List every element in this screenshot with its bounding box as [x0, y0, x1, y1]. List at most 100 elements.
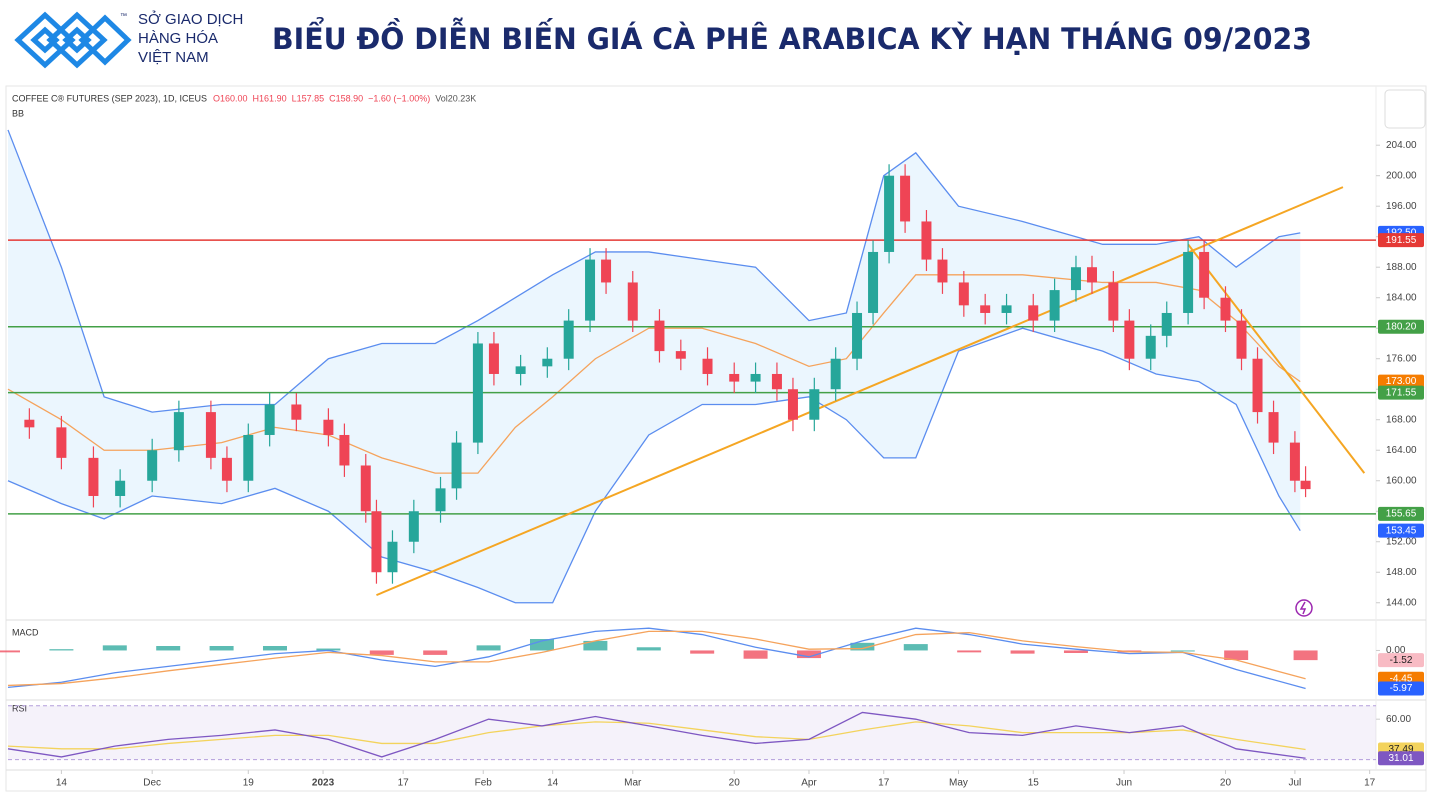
candle-body	[958, 282, 969, 306]
ohlc-info: O160.00	[213, 93, 248, 103]
y-tick-label: 148.00	[1386, 567, 1417, 578]
candle-body	[787, 389, 798, 420]
price-tag-label: 191.55	[1386, 235, 1417, 246]
x-tick-label: 2023	[312, 778, 335, 789]
rsi-tick-label: 60.00	[1386, 714, 1411, 725]
y-tick-label: 176.00	[1386, 353, 1417, 364]
candle-body	[1124, 320, 1135, 359]
macd-histogram-bar	[690, 650, 715, 654]
macd-histogram-bar	[1170, 650, 1195, 652]
candle-body	[627, 282, 638, 321]
candle-body	[264, 404, 275, 435]
macd-histogram-bar	[903, 644, 928, 651]
price-tag-label: 180.20	[1386, 321, 1417, 332]
candle-body	[173, 412, 184, 451]
candle-body	[360, 465, 371, 512]
candle-body	[729, 373, 740, 382]
macd-histogram-bar	[1293, 650, 1318, 661]
y-tick-label: 144.00	[1386, 597, 1417, 608]
candle-body	[900, 175, 911, 222]
bollinger-upper	[7, 129, 1301, 413]
page-title: BIỂU ĐỒ DIỄN BIẾN GIÁ CÀ PHÊ ARABICA KỲ …	[272, 17, 1312, 56]
candle-body	[1289, 442, 1300, 481]
candle-body	[1001, 305, 1012, 313]
price-tag-label: 155.65	[1386, 509, 1417, 520]
candle-body	[205, 412, 216, 458]
candle-body	[115, 480, 126, 496]
logo-text: SỞ GIAO DỊCH	[138, 10, 243, 28]
price-tag	[1378, 653, 1424, 668]
candle-body	[243, 434, 254, 481]
macd-histogram-bar	[636, 647, 661, 651]
candle-body	[675, 351, 686, 359]
candle-body	[1086, 267, 1097, 283]
price-tag-label: -4.45	[1390, 673, 1413, 684]
rsi-band	[8, 705, 1376, 760]
candle-body	[1070, 267, 1081, 291]
x-tick-label: 20	[1220, 778, 1232, 789]
x-tick-label: Apr	[801, 778, 817, 789]
candle-body	[323, 419, 334, 435]
x-tick-label: Mar	[624, 778, 642, 789]
candle-body	[852, 312, 863, 359]
y-tick-label: 184.00	[1386, 292, 1417, 303]
y-tick-label: 204.00	[1386, 140, 1417, 151]
rsi-line	[7, 711, 1306, 759]
price-tag	[1378, 751, 1424, 766]
candle-body	[1145, 335, 1156, 359]
candle-body	[1252, 358, 1263, 413]
price-tag	[1378, 385, 1424, 400]
settings-button[interactable]	[1384, 89, 1426, 129]
y-tick-label: 152.00	[1386, 536, 1417, 547]
candle-body	[542, 358, 553, 367]
price-tag	[1378, 233, 1424, 248]
candle-body	[515, 366, 526, 374]
candle-body	[702, 358, 713, 374]
macd-histogram-bar	[369, 650, 394, 655]
indicator-label: BB	[12, 108, 24, 118]
y-tick-label: 164.00	[1386, 445, 1417, 456]
y-tick-label: 200.00	[1386, 170, 1417, 181]
alert-icon-bolt	[1299, 601, 1307, 615]
x-tick-label: 17	[398, 778, 410, 789]
logo-text: HÀNG HÓA	[138, 30, 218, 47]
macd-histogram-bar	[49, 649, 74, 651]
candle-body	[451, 442, 462, 489]
alert-icon[interactable]	[1295, 599, 1313, 617]
price-tag-label: 171.55	[1386, 387, 1417, 398]
price-tag	[1378, 506, 1424, 521]
x-tick-label: Dec	[143, 778, 161, 789]
macd-histogram-bar	[476, 645, 501, 651]
macd-tick-label: 0.00	[1386, 645, 1406, 656]
x-tick-label: 15	[1028, 778, 1040, 789]
x-tick-label: 14	[547, 778, 559, 789]
candle-body	[221, 457, 232, 481]
macd-histogram-bar	[796, 650, 821, 659]
macd-histogram-bar	[262, 646, 287, 651]
candle-body	[1028, 305, 1039, 321]
candle-body	[868, 251, 879, 313]
candle-body	[408, 511, 419, 542]
macd-histogram-bar	[156, 646, 181, 651]
x-tick-label: Jun	[1116, 778, 1132, 789]
macd-histogram-bar	[529, 639, 554, 651]
price-tag-label: 153.45	[1386, 525, 1417, 536]
x-tick-label: 19	[243, 778, 255, 789]
candle-body	[1161, 312, 1172, 336]
candle-body	[809, 389, 820, 420]
x-tick-label: Jul	[1289, 778, 1302, 789]
candle-body	[771, 373, 782, 390]
candle-body	[1220, 297, 1231, 321]
price-tag	[1378, 319, 1424, 334]
ohlc-info: Vol20.23K	[435, 93, 476, 103]
macd-histogram-bar	[957, 650, 982, 653]
price-tag-label: -1.52	[1390, 655, 1413, 666]
candle-body	[654, 320, 665, 352]
macd-histogram-bar	[1010, 650, 1035, 654]
candle-body	[750, 373, 761, 382]
rsi-label: RSI	[12, 703, 27, 713]
candle-body	[147, 450, 158, 481]
candle-body	[472, 343, 483, 443]
x-tick-label: 14	[56, 778, 68, 789]
